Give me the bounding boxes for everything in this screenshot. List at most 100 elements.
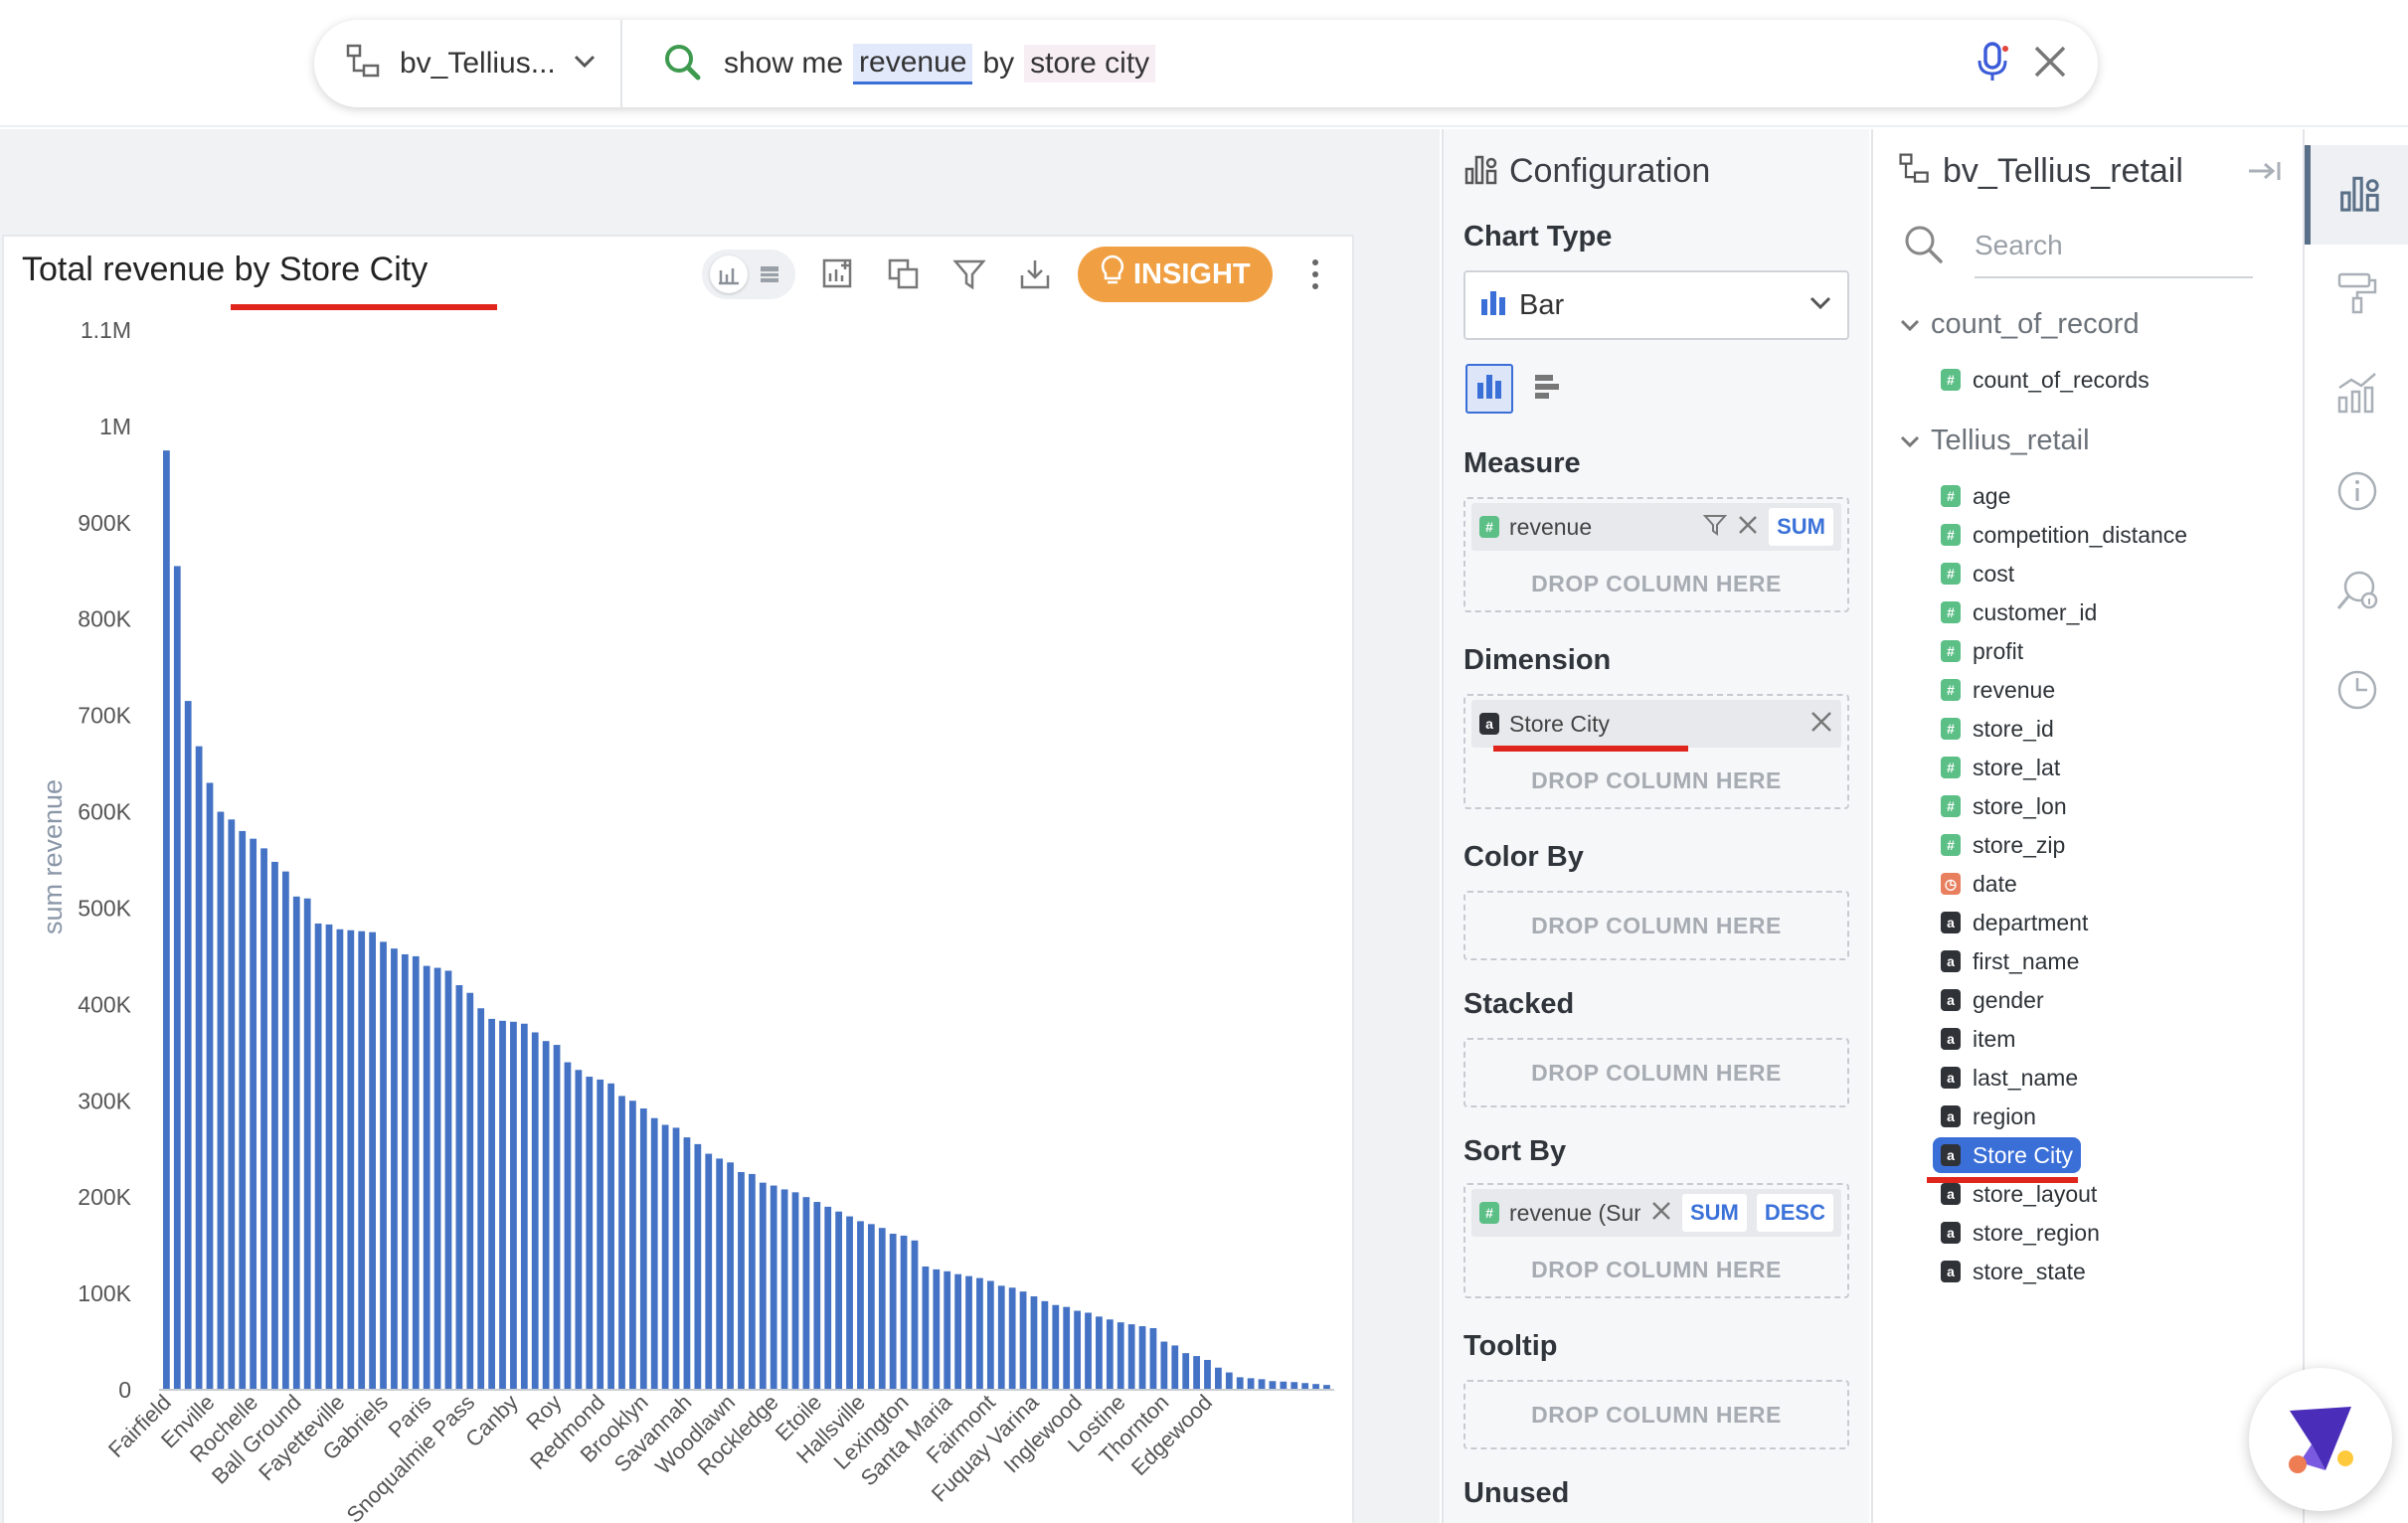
bar[interactable]: [1149, 1327, 1157, 1390]
column-item[interactable]: # count_of_records: [1933, 362, 2157, 398]
bar[interactable]: [520, 1023, 528, 1390]
column-search-input[interactable]: [1975, 215, 2253, 278]
bar[interactable]: [466, 992, 474, 1390]
bar[interactable]: [650, 1117, 658, 1390]
bar[interactable]: [1085, 1312, 1092, 1390]
rail-format-button[interactable]: [2305, 245, 2408, 344]
column-item[interactable]: # competition_distance: [1933, 517, 2195, 553]
bar[interactable]: [488, 1018, 495, 1390]
bar[interactable]: [1301, 1383, 1309, 1390]
sort-by-dropzone[interactable]: # revenue (Sum) SUM DESC DROP COLUMN HER…: [1463, 1183, 1849, 1298]
bar[interactable]: [629, 1100, 636, 1390]
column-item[interactable]: # store_lon: [1933, 788, 2075, 824]
remove-icon[interactable]: [1737, 514, 1759, 541]
bar[interactable]: [835, 1211, 843, 1390]
bar[interactable]: [965, 1275, 972, 1390]
bar[interactable]: [391, 948, 398, 1390]
add-to-viz-icon[interactable]: [815, 252, 861, 297]
bar[interactable]: [824, 1206, 832, 1390]
column-item[interactable]: a last_name: [1933, 1060, 2086, 1096]
bar[interactable]: [1096, 1316, 1103, 1390]
microphone-icon[interactable]: [1975, 41, 2010, 87]
remove-icon[interactable]: [1650, 1200, 1672, 1227]
dimension-pill[interactable]: a Store City: [1471, 700, 1841, 748]
bar[interactable]: [813, 1202, 821, 1390]
bar[interactable]: [1290, 1382, 1298, 1390]
bar[interactable]: [347, 930, 355, 1390]
column-item[interactable]: a department: [1933, 905, 2096, 940]
rail-info-button[interactable]: [2305, 443, 2408, 543]
more-options-icon[interactable]: [1292, 252, 1338, 297]
bar[interactable]: [1215, 1367, 1222, 1390]
bar[interactable]: [564, 1062, 572, 1390]
bar[interactable]: [607, 1083, 614, 1390]
measure-pill[interactable]: # revenue SUM: [1471, 503, 1841, 551]
bar[interactable]: [281, 871, 289, 1390]
bar[interactable]: [1052, 1304, 1060, 1390]
bar[interactable]: [553, 1045, 561, 1390]
bar[interactable]: [369, 931, 376, 1390]
bar[interactable]: [314, 923, 322, 1390]
bar[interactable]: [639, 1108, 647, 1390]
bar[interactable]: [954, 1273, 961, 1390]
bar[interactable]: [867, 1224, 875, 1390]
column-item[interactable]: a first_name: [1933, 943, 2087, 979]
bar[interactable]: [1258, 1379, 1266, 1390]
column-item[interactable]: # customer_id: [1933, 594, 2105, 630]
bar[interactable]: [401, 953, 409, 1390]
close-icon[interactable]: [2032, 44, 2068, 85]
stacked-dropzone[interactable]: DROP COLUMN HERE: [1463, 1038, 1849, 1107]
column-item[interactable]: a gender: [1933, 982, 2052, 1018]
bar[interactable]: [1247, 1378, 1255, 1390]
bar[interactable]: [586, 1077, 594, 1390]
vertical-orientation-button[interactable]: [1465, 364, 1513, 414]
bar[interactable]: [738, 1171, 745, 1390]
bar[interactable]: [1138, 1326, 1146, 1390]
table-view-icon[interactable]: [751, 255, 788, 293]
bar[interactable]: [1323, 1385, 1330, 1390]
bar[interactable]: [780, 1189, 788, 1390]
bar[interactable]: [206, 782, 214, 1390]
column-item[interactable]: # store_lat: [1933, 750, 2068, 785]
bar[interactable]: [911, 1240, 919, 1390]
bar[interactable]: [976, 1277, 983, 1390]
column-item[interactable]: a Store City: [1933, 1137, 2081, 1173]
bar[interactable]: [1269, 1381, 1277, 1390]
query-token-measure[interactable]: revenue: [853, 43, 973, 85]
bar[interactable]: [1063, 1306, 1071, 1390]
bar[interactable]: [510, 1021, 517, 1390]
rail-analytics-button[interactable]: [2305, 344, 2408, 443]
bar[interactable]: [477, 1008, 485, 1390]
assistant-fab[interactable]: [2249, 1368, 2392, 1511]
bar[interactable]: [239, 830, 247, 1390]
measure-dropzone[interactable]: # revenue SUM DROP COLUMN HERE: [1463, 497, 1849, 612]
bar[interactable]: [705, 1153, 713, 1390]
bar[interactable]: [195, 746, 203, 1390]
column-item[interactable]: a region: [1933, 1099, 2044, 1134]
bar[interactable]: [499, 1020, 506, 1390]
bar[interactable]: [597, 1079, 604, 1390]
column-item[interactable]: # cost: [1933, 556, 2022, 592]
bar[interactable]: [412, 955, 420, 1390]
query-input[interactable]: show me revenue by store city: [622, 20, 2098, 107]
bar[interactable]: [455, 984, 463, 1390]
dimension-dropzone[interactable]: a Store City DROP COLUMN HERE: [1463, 694, 1849, 809]
bar[interactable]: [1106, 1319, 1114, 1390]
chart-view-icon[interactable]: [709, 255, 748, 293]
color-by-dropzone[interactable]: DROP COLUMN HERE: [1463, 891, 1849, 960]
chart-type-select[interactable]: Bar: [1463, 270, 1849, 340]
bar[interactable]: [1280, 1381, 1288, 1390]
bar[interactable]: [1074, 1310, 1081, 1390]
bar[interactable]: [791, 1192, 799, 1390]
download-icon[interactable]: [1012, 252, 1058, 297]
column-group-header[interactable]: count_of_record: [1899, 308, 2140, 341]
bar[interactable]: [271, 861, 278, 1390]
column-item[interactable]: # age: [1933, 478, 2018, 514]
bar[interactable]: [1008, 1287, 1016, 1390]
bar[interactable]: [444, 970, 452, 1390]
remove-icon[interactable]: [1809, 710, 1833, 739]
bar[interactable]: [358, 931, 366, 1390]
bar[interactable]: [997, 1285, 1005, 1390]
column-item[interactable]: a store_state: [1933, 1254, 2094, 1289]
bar[interactable]: [1204, 1359, 1211, 1390]
